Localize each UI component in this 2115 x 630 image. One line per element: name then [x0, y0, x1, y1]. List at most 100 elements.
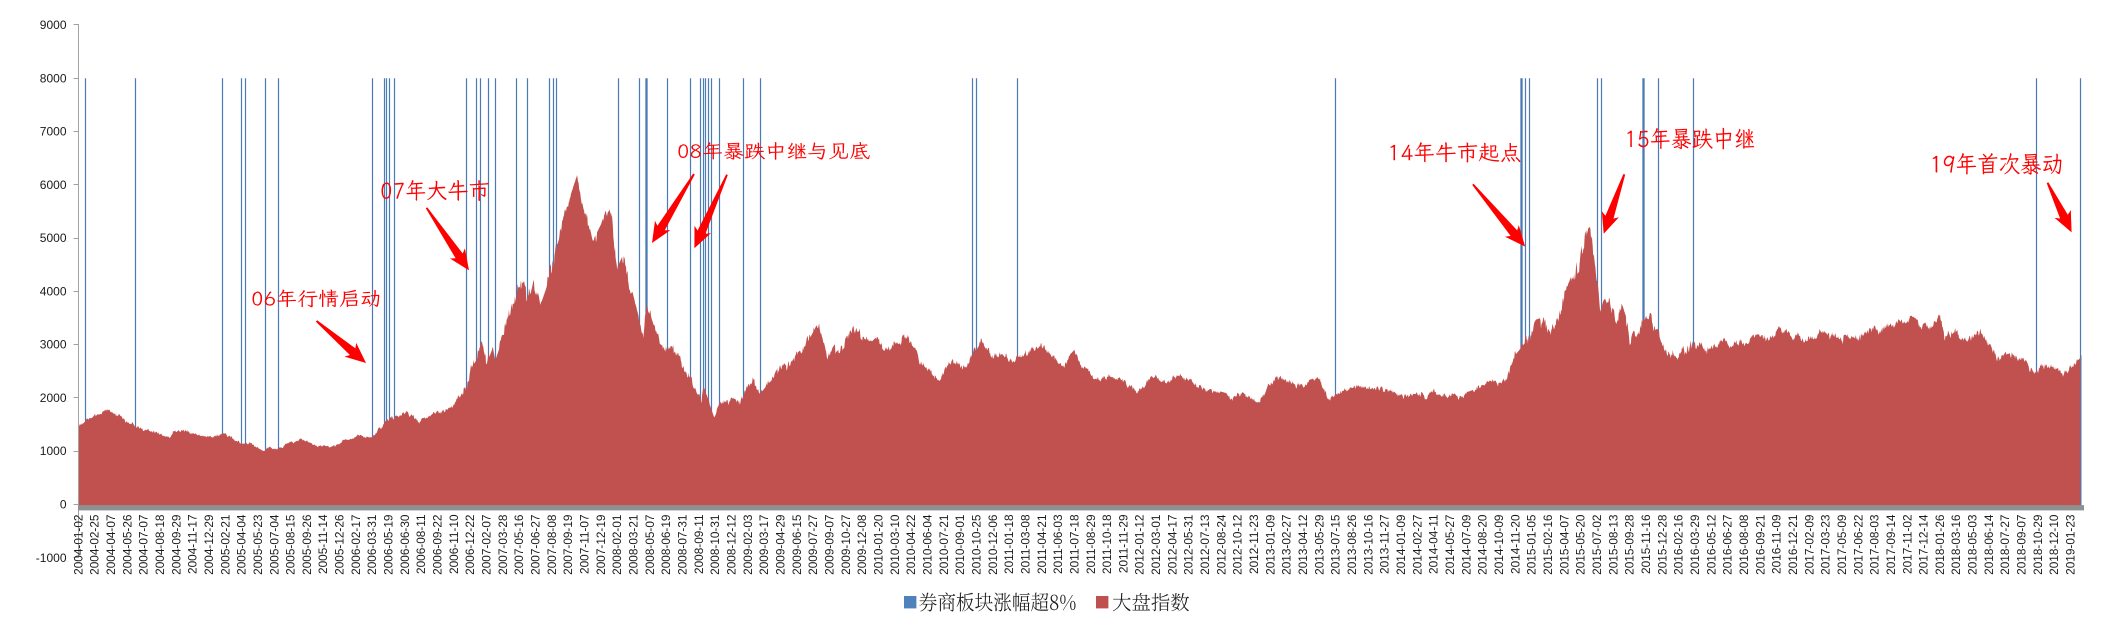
svg-text:2014-10-09: 2014-10-09 — [1492, 515, 1506, 575]
svg-text:3000: 3000 — [40, 338, 67, 352]
svg-text:2012-07-13: 2012-07-13 — [1198, 514, 1212, 575]
svg-text:8000: 8000 — [40, 71, 67, 85]
svg-text:2008-09-11: 2008-09-11 — [692, 515, 706, 574]
svg-text:2007-05-16: 2007-05-16 — [512, 514, 526, 575]
svg-text:2014-11-20: 2014-11-20 — [1508, 514, 1522, 574]
svg-text:2016-05-12: 2016-05-12 — [1704, 515, 1718, 575]
svg-text:2004-05-26: 2004-05-26 — [120, 514, 134, 575]
svg-text:2016-08-08: 2016-08-08 — [1737, 514, 1751, 575]
svg-text:2017-03-23: 2017-03-23 — [1819, 514, 1833, 575]
svg-text:2014-05-27: 2014-05-27 — [1443, 515, 1457, 575]
svg-text:2009-06-15: 2009-06-15 — [790, 514, 804, 575]
svg-text:2007-11-07: 2007-11-07 — [578, 515, 592, 574]
svg-text:2013-11-27: 2013-11-27 — [1378, 515, 1392, 574]
svg-text:2012-04-17: 2012-04-17 — [1165, 515, 1179, 575]
svg-text:2008-05-07: 2008-05-07 — [643, 515, 657, 575]
svg-text:4000: 4000 — [40, 284, 67, 298]
svg-text:2010-10-25: 2010-10-25 — [969, 514, 983, 575]
svg-text:2000: 2000 — [40, 391, 67, 405]
svg-text:2016-03-29: 2016-03-29 — [1688, 515, 1702, 575]
svg-text:0: 0 — [60, 498, 67, 512]
svg-text:2009-10-27: 2009-10-27 — [839, 515, 853, 575]
svg-text:2016-11-09: 2016-11-09 — [1770, 515, 1784, 574]
svg-text:2009-04-29: 2009-04-29 — [774, 515, 788, 575]
svg-text:2005-07-04: 2005-07-04 — [267, 514, 281, 575]
svg-text:2019-01-23: 2019-01-23 — [2064, 514, 2078, 575]
svg-text:2011-07-18: 2011-07-18 — [1067, 514, 1081, 574]
svg-text:2018-12-10: 2018-12-10 — [2047, 514, 2061, 575]
svg-text:2008-10-31: 2008-10-31 — [708, 515, 722, 575]
svg-text:1000: 1000 — [40, 444, 67, 458]
svg-text:2017-05-09: 2017-05-09 — [1835, 515, 1849, 575]
svg-text:2012-10-12: 2012-10-12 — [1231, 515, 1245, 575]
svg-text:2011-01-18: 2011-01-18 — [1002, 514, 1016, 574]
svg-text:2005-08-15: 2005-08-15 — [284, 514, 298, 575]
svg-text:2018-05-03: 2018-05-03 — [1966, 514, 1980, 575]
svg-text:2013-01-09: 2013-01-09 — [1263, 515, 1277, 575]
svg-text:2018-06-14: 2018-06-14 — [1982, 514, 1996, 575]
svg-text:2004-02-25: 2004-02-25 — [88, 514, 102, 575]
svg-text:2004-08-18: 2004-08-18 — [153, 514, 167, 575]
svg-text:6000: 6000 — [40, 178, 67, 192]
svg-text:2008-07-31: 2008-07-31 — [676, 515, 690, 575]
svg-text:2014-07-09: 2014-07-09 — [1459, 515, 1473, 575]
svg-text:2017-06-22: 2017-06-22 — [1851, 515, 1865, 575]
svg-text:2015-04-07: 2015-04-07 — [1557, 515, 1571, 575]
svg-text:2011-08-29: 2011-08-29 — [1084, 515, 1098, 574]
svg-text:2014-01-09: 2014-01-09 — [1394, 515, 1408, 575]
svg-text:2009-12-08: 2009-12-08 — [855, 514, 869, 575]
svg-text:2010-04-22: 2010-04-22 — [904, 515, 918, 575]
svg-text:2017-02-09: 2017-02-09 — [1802, 515, 1816, 575]
svg-text:2018-09-07: 2018-09-07 — [2015, 515, 2029, 575]
svg-text:2005-09-26: 2005-09-26 — [300, 514, 314, 575]
svg-text:2005-11-14: 2005-11-14 — [316, 514, 330, 574]
svg-text:2005-04-04: 2005-04-04 — [235, 514, 249, 575]
svg-text:2004-01-02: 2004-01-02 — [71, 515, 85, 575]
svg-text:2010-01-20: 2010-01-20 — [872, 514, 886, 575]
svg-text:2012-11-23: 2012-11-23 — [1247, 514, 1261, 574]
svg-text:2010-09-01: 2010-09-01 — [953, 515, 967, 575]
svg-text:2010-07-21: 2010-07-21 — [937, 515, 951, 575]
svg-text:2013-02-27: 2013-02-27 — [1280, 515, 1294, 575]
svg-text:2016-02-16: 2016-02-16 — [1672, 514, 1686, 575]
svg-text:2007-06-27: 2007-06-27 — [529, 515, 543, 575]
svg-text:2006-12-22: 2006-12-22 — [463, 515, 477, 575]
svg-text:2015-11-16: 2015-11-16 — [1639, 514, 1653, 574]
svg-text:2004-04-07: 2004-04-07 — [104, 515, 118, 575]
svg-text:2005-12-26: 2005-12-26 — [333, 514, 347, 575]
svg-text:9000: 9000 — [40, 18, 67, 32]
svg-text:2009-09-07: 2009-09-07 — [823, 515, 837, 575]
svg-text:2013-04-12: 2013-04-12 — [1296, 515, 1310, 575]
svg-text:2015-09-28: 2015-09-28 — [1623, 514, 1637, 575]
svg-text:2005-05-23: 2005-05-23 — [251, 514, 265, 575]
svg-text:2007-09-19: 2007-09-19 — [561, 515, 575, 575]
svg-text:2006-05-19: 2006-05-19 — [382, 515, 396, 575]
svg-text:2006-09-22: 2006-09-22 — [431, 515, 445, 575]
svg-text:2013-08-26: 2013-08-26 — [1345, 514, 1359, 575]
svg-text:2006-06-30: 2006-06-30 — [398, 514, 412, 575]
svg-text:2011-03-08: 2011-03-08 — [1018, 514, 1032, 574]
svg-text:2016-12-21: 2016-12-21 — [1786, 515, 1800, 575]
svg-text:2017-12-14: 2017-12-14 — [1917, 514, 1931, 575]
svg-text:2012-03-01: 2012-03-01 — [1149, 515, 1163, 575]
svg-text:2008-06-19: 2008-06-19 — [659, 515, 673, 575]
svg-text:2008-12-12: 2008-12-12 — [725, 515, 739, 575]
svg-text:2017-09-14: 2017-09-14 — [1884, 514, 1898, 575]
svg-text:2004-11-17: 2004-11-17 — [186, 515, 200, 574]
svg-text:2011-11-29: 2011-11-29 — [1116, 515, 1130, 574]
svg-text:2015-02-16: 2015-02-16 — [1541, 514, 1555, 575]
svg-text:2010-12-06: 2010-12-06 — [986, 514, 1000, 575]
svg-text:2018-07-27: 2018-07-27 — [1998, 515, 2012, 575]
svg-text:2013-05-29: 2013-05-29 — [1312, 515, 1326, 575]
svg-text:2009-07-27: 2009-07-27 — [806, 515, 820, 575]
svg-text:2013-10-16: 2013-10-16 — [1361, 514, 1375, 575]
svg-text:2015-07-02: 2015-07-02 — [1590, 515, 1604, 575]
svg-text:2014-02-27: 2014-02-27 — [1410, 515, 1424, 575]
svg-text:2012-08-24: 2012-08-24 — [1214, 514, 1228, 575]
svg-text:2005-02-21: 2005-02-21 — [218, 515, 232, 575]
svg-text:2016-06-27: 2016-06-27 — [1721, 515, 1735, 575]
svg-text:5000: 5000 — [40, 231, 67, 245]
svg-text:2018-10-29: 2018-10-29 — [2031, 515, 2045, 575]
svg-text:2004-09-29: 2004-09-29 — [169, 515, 183, 575]
svg-text:2013-07-15: 2013-07-15 — [1329, 514, 1343, 575]
